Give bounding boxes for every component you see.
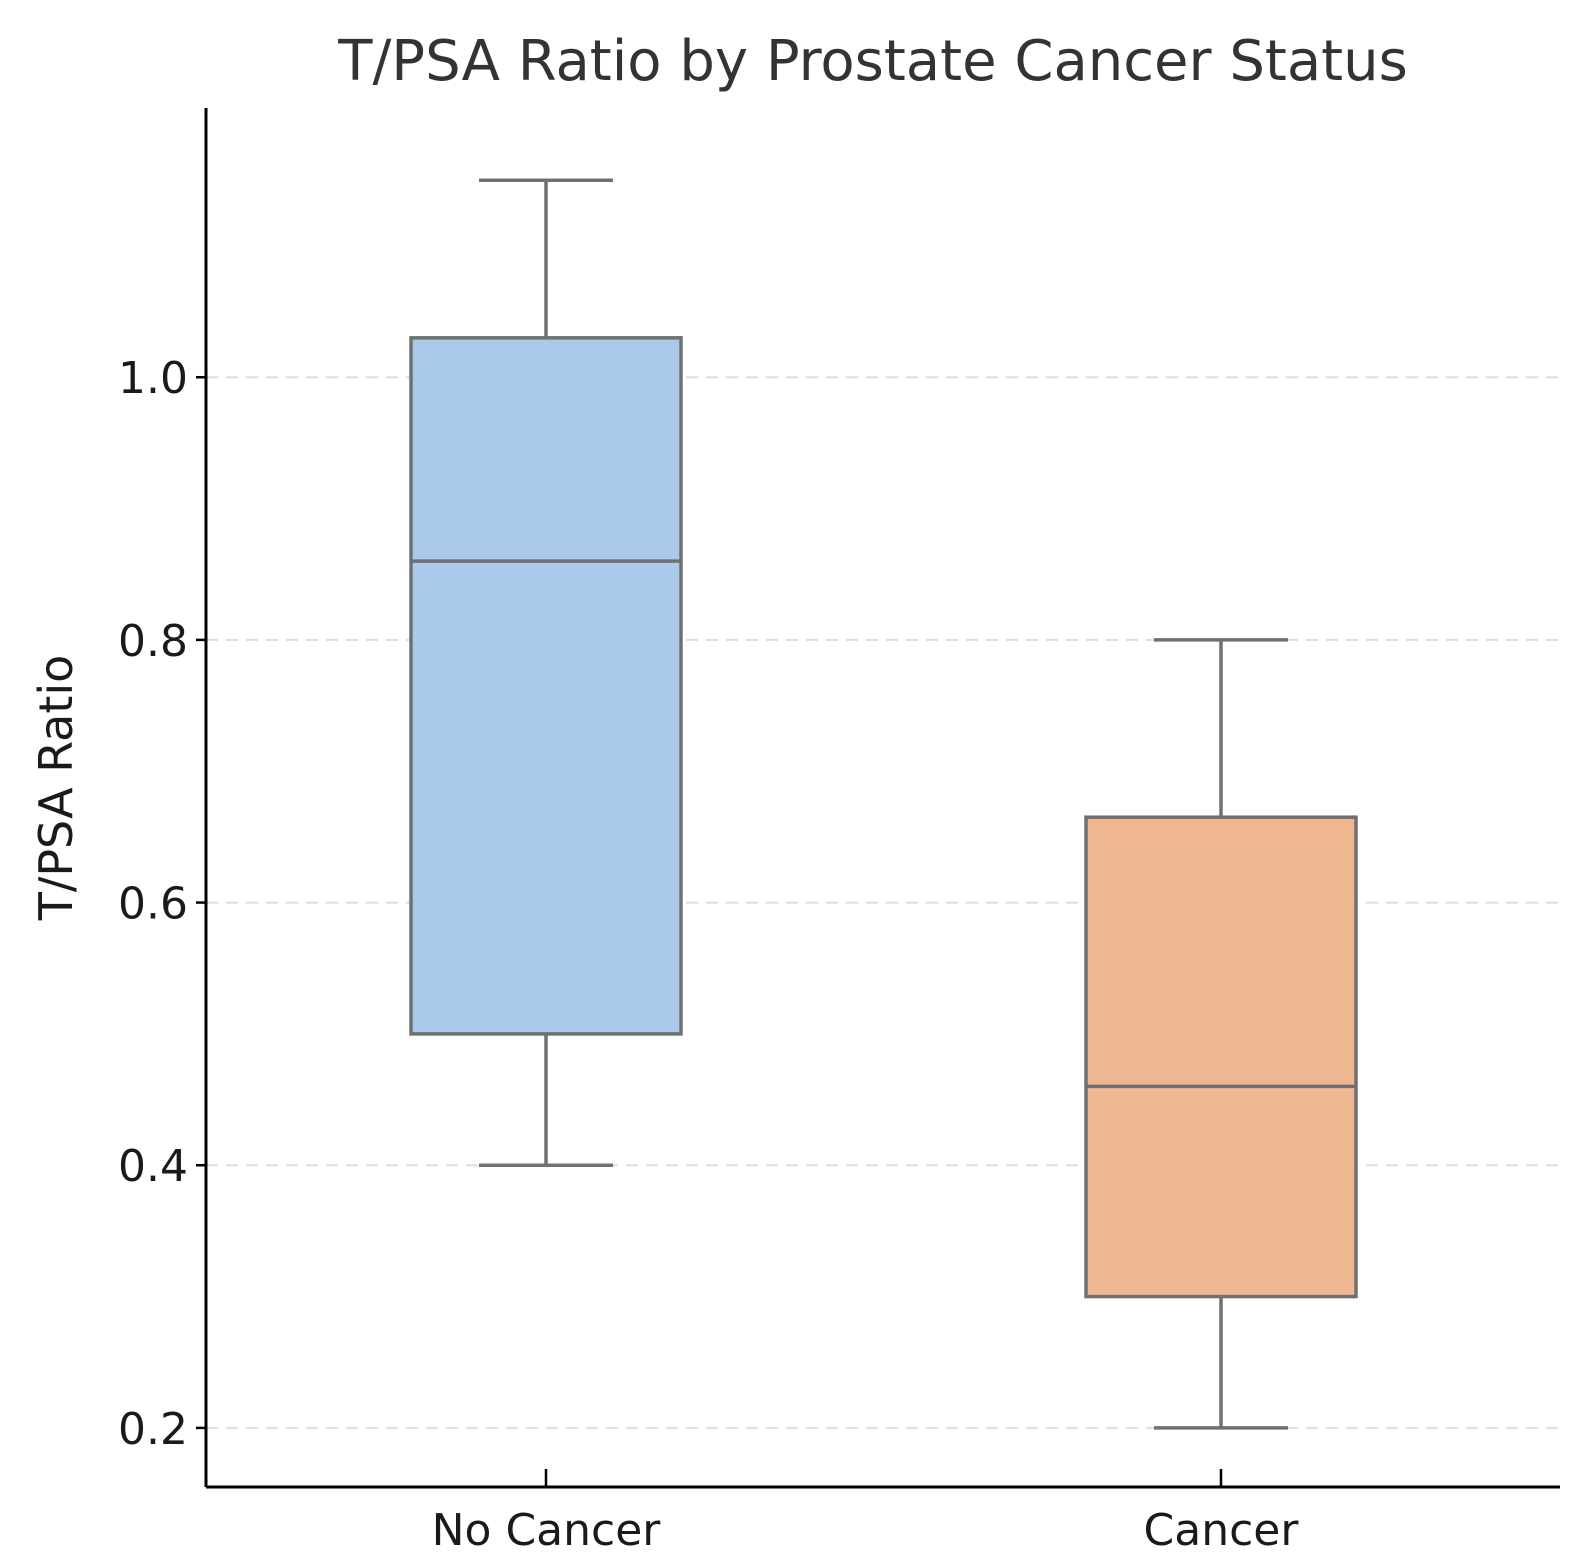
box-group-no-cancer xyxy=(409,178,683,1167)
iqr-box xyxy=(409,336,683,1036)
x-tick-label: No Cancer xyxy=(432,1505,662,1556)
axes xyxy=(204,108,1560,1489)
x-ticks: No Cancer Cancer xyxy=(432,1469,1300,1556)
y-tick-label: 0.4 xyxy=(118,1141,188,1192)
y-axis-label: T/PSA Ratio xyxy=(29,655,83,922)
y-tick-label: 1.0 xyxy=(118,353,188,404)
y-tick-label: 0.2 xyxy=(118,1404,188,1455)
chart-title: T/PSA Ratio by Prostate Cancer Status xyxy=(337,29,1408,94)
y-tick-label: 0.8 xyxy=(118,616,188,667)
y-tick-label: 0.6 xyxy=(118,879,188,930)
box-group-cancer xyxy=(1084,638,1358,1430)
iqr-box xyxy=(1084,815,1358,1299)
x-tick-label: Cancer xyxy=(1144,1505,1300,1556)
boxes xyxy=(409,178,1358,1430)
y-ticks: 0.2 0.4 0.6 0.8 1.0 xyxy=(118,353,206,1455)
